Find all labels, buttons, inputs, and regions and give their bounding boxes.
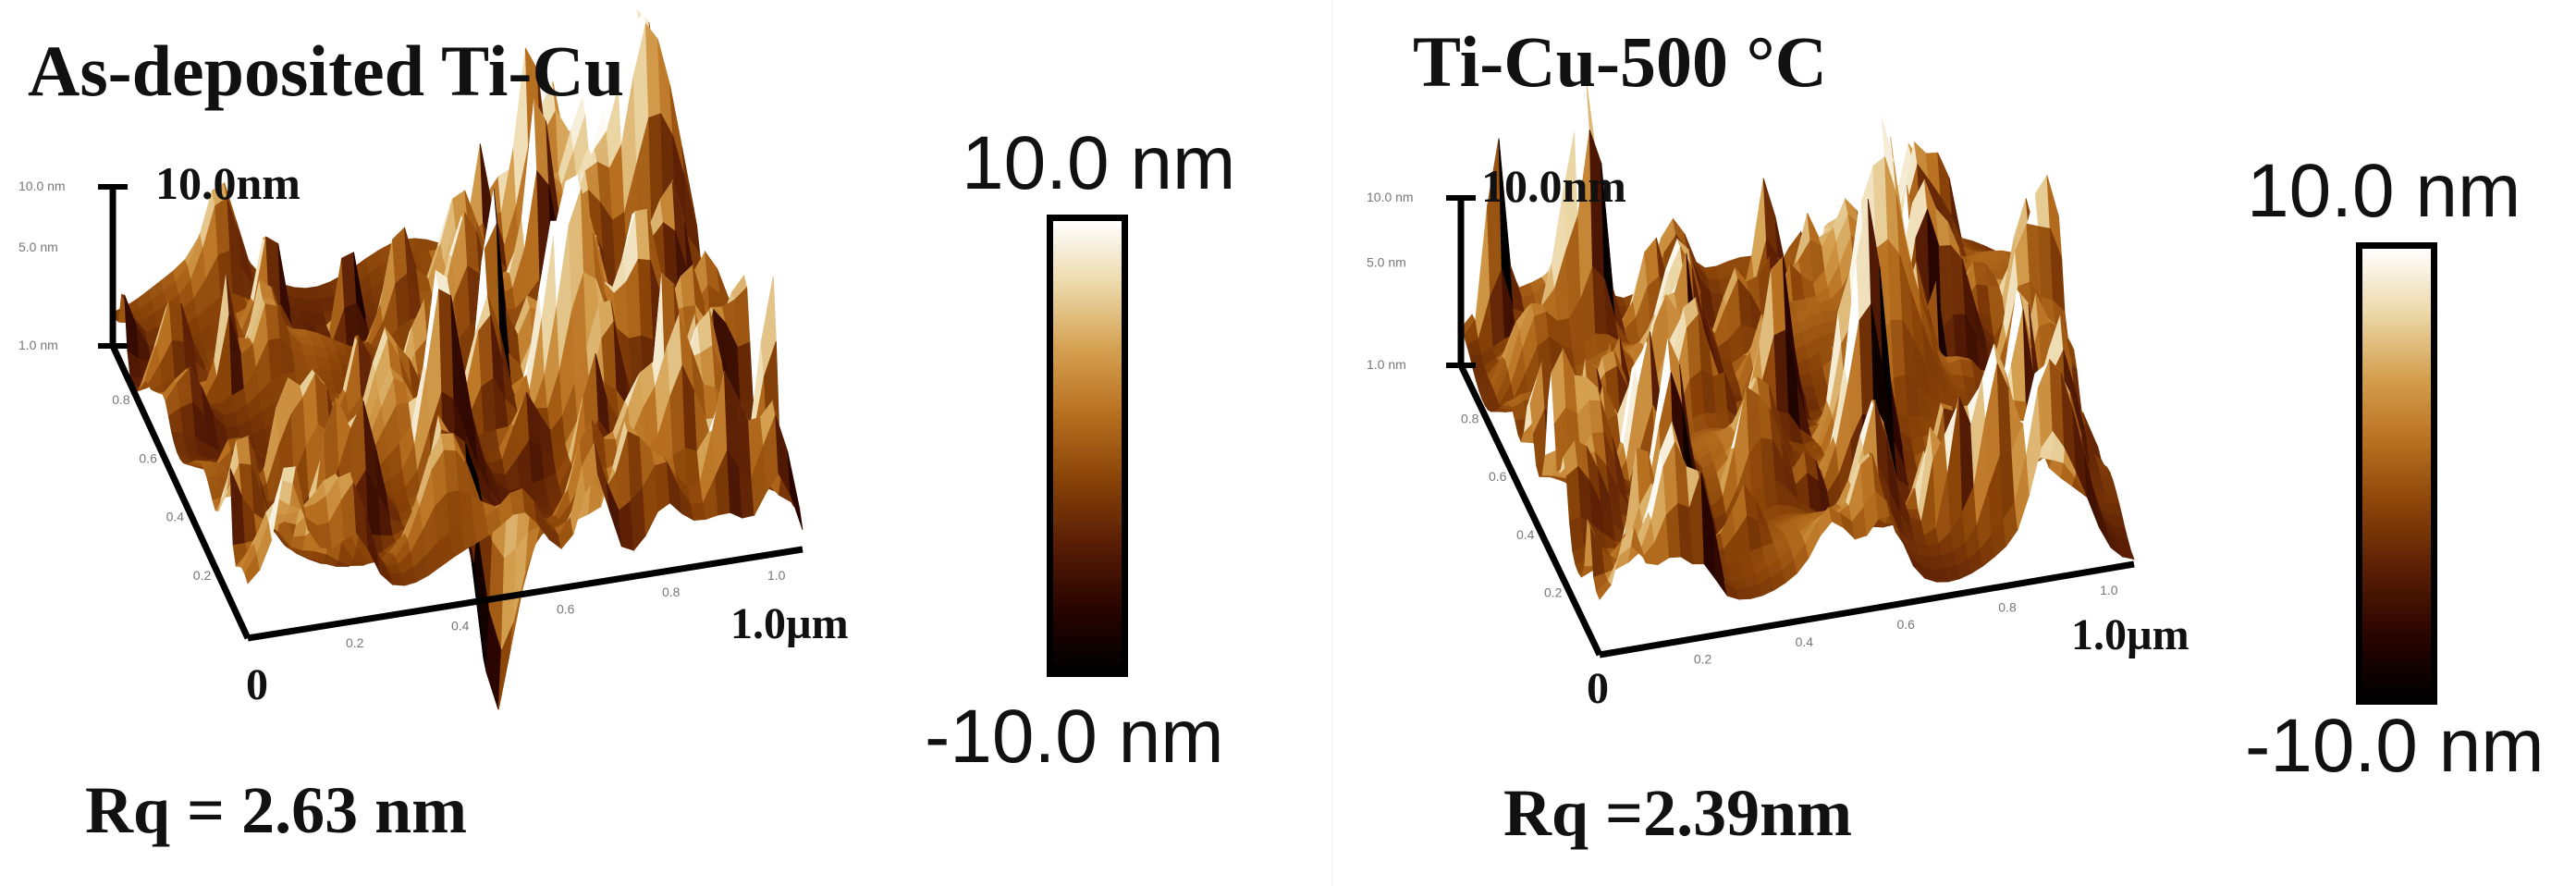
- x-axis-line: [1599, 560, 2135, 658]
- z-tick-label: 1.0 nm: [18, 338, 58, 352]
- x-axis-end-label: 1.0µm: [2071, 610, 2190, 659]
- x-tick-label: 0.4: [451, 619, 470, 634]
- surface-facet: [2106, 502, 2123, 517]
- x-tick-label: 0.2: [346, 635, 364, 650]
- y-tick-label: 0.4: [166, 510, 185, 524]
- axis-tick-labels: 0.2 0.4 0.6 0.8 1.0 0.8 0.6 0.4 0.2 10.0 nm 5.0 nm…: [1367, 190, 2118, 666]
- afm-3d-surface-plot: 0.2 0.4 0.6 0.8 1.0 0.8 0.6 0.4 0.2 10.0 nm 5.0 nm…: [1367, 82, 2190, 713]
- panel-title: Ti-Cu-500 °C: [1413, 21, 1827, 102]
- rq-roughness-value: Rq = 2.63 nm: [85, 773, 468, 847]
- surface-facet: [2118, 547, 2135, 560]
- y-tick-label: 0.2: [193, 568, 212, 583]
- x-tick-label: 1.0: [767, 568, 786, 583]
- y-axis-line: [109, 344, 251, 640]
- surface-facet: [644, 22, 662, 118]
- z-tick-label: 10.0 nm: [18, 178, 66, 193]
- surface-facet: [737, 341, 754, 404]
- x-tick-label: 0.2: [1694, 651, 1712, 666]
- x-tick-label: 0.8: [1998, 600, 2017, 615]
- x-tick-label: 0.6: [1896, 617, 1915, 632]
- axis-tick-labels: 0.2 0.4 0.6 0.8 1.0 0.8 0.6 0.4 0.2 10.0 nm 5.0 nm…: [18, 178, 786, 650]
- colorbar-max-label: 10.0 nm: [2247, 149, 2521, 233]
- x-tick-label: 0.4: [1796, 634, 1814, 649]
- x-tick-label: 0.8: [662, 585, 681, 599]
- surface-topography: [1460, 82, 2135, 600]
- y-axis-line: [1457, 363, 1603, 657]
- x-tick-label: 1.0: [2100, 583, 2118, 597]
- axes: [98, 184, 803, 642]
- y-tick-label: 0.8: [1461, 412, 1479, 426]
- x-axis-end-label: 1.0µm: [730, 599, 849, 648]
- x-axis-line: [247, 546, 803, 642]
- rq-roughness-value: Rq =2.39nm: [1503, 776, 1853, 850]
- surface-topography: [112, 0, 803, 710]
- y-tick-label: 0.6: [139, 450, 157, 465]
- colorbar-min-label: -10.0 nm: [925, 695, 1224, 779]
- z-tick-label: 5.0 nm: [18, 240, 58, 254]
- y-tick-label: 0.8: [112, 392, 130, 407]
- surface-facet: [787, 451, 803, 531]
- panel-divider: [1331, 0, 1332, 886]
- z-tick-label: 1.0 nm: [1367, 357, 1406, 372]
- panel-title: As-deposited Ti-Cu: [28, 31, 625, 111]
- surface-facet: [2104, 490, 2120, 505]
- colorbar-min-label: -10.0 nm: [2245, 704, 2545, 788]
- z-axis-label: 10.0nm: [1481, 160, 1626, 212]
- x-tick-label: 0.6: [557, 601, 575, 616]
- y-tick-label: 0.6: [1489, 469, 1507, 484]
- origin-label: 0: [246, 660, 268, 709]
- afm-3d-surface-plot: 0.2 0.4 0.6 0.8 1.0 0.8 0.6 0.4 0.2 10.0 nm 5.0 nm…: [18, 0, 849, 710]
- y-tick-label: 0.2: [1544, 585, 1563, 599]
- height-colorbar: [1047, 215, 1128, 677]
- height-colorbar: [2356, 242, 2437, 705]
- colorbar-max-label: 10.0 nm: [962, 121, 1236, 205]
- afm-panel-as-deposited: 0.2 0.4 0.6 0.8 1.0 0.8 0.6 0.4 0.2 10.0 nm 5.0 nm…: [18, 0, 1236, 847]
- y-tick-label: 0.4: [1516, 527, 1535, 542]
- z-axis-label: 10.0nm: [155, 157, 301, 209]
- afm-panel-500c: 0.2 0.4 0.6 0.8 1.0 0.8 0.6 0.4 0.2 10.0 nm 5.0 nm…: [1359, 0, 2576, 886]
- z-tick-label: 10.0 nm: [1367, 190, 1414, 204]
- axes: [1446, 195, 2135, 658]
- z-tick-label: 5.0 nm: [1367, 255, 1406, 270]
- origin-label: 0: [1587, 664, 1609, 713]
